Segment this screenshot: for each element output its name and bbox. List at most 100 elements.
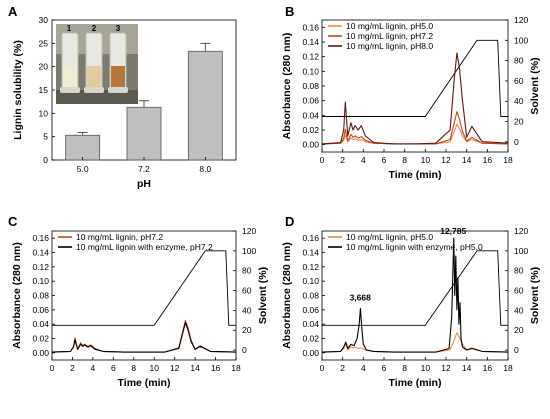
y-right-tick-label-d: 20 <box>514 325 524 335</box>
y-tick-label-a: 10 <box>39 108 49 118</box>
bar-7.2 <box>126 106 162 161</box>
legend-label-b: 10 mg/mL lignin, pH5.0 <box>346 21 433 31</box>
x-tick-label-b: 0 <box>320 155 325 165</box>
y-axis-title-c: Absorbance (280 nm) <box>11 242 23 349</box>
x-tick-label-b: 4 <box>361 155 366 165</box>
panel-a-bar-chart: 0 5 10 15 20 25 30 5.0 7.2 8.0 pH Lignin solubility… <box>12 15 237 190</box>
x-tick-label-b: 18 <box>503 155 513 165</box>
x-tick-label-b: 8 <box>402 155 407 165</box>
y-right-tick-label-b: 60 <box>514 76 524 86</box>
y-tick-label-a: 25 <box>39 38 49 48</box>
y-right-axis-title-b: Solvent (%) <box>529 57 541 114</box>
solvent-gradient-line-b <box>322 39 508 117</box>
y-right-tick-label-c: 0 <box>242 345 247 355</box>
inset-label-2: 2 <box>92 24 97 33</box>
y-right-tick-label-c: 60 <box>242 286 252 296</box>
x-tick-label-d: 4 <box>361 363 366 373</box>
x-tick-label-b: 12 <box>441 155 451 165</box>
y-tick-label-b: 0.08 <box>302 81 319 91</box>
x-tick-label-c: 14 <box>190 363 200 373</box>
x-tick-label-c: 2 <box>70 363 75 373</box>
x-tick-label-d: 16 <box>483 363 493 373</box>
inset-label-3: 3 <box>116 24 121 33</box>
x-tick-label-b: 16 <box>483 155 493 165</box>
y-right-tick-label-d: 80 <box>514 266 524 276</box>
legend-label-c: 10 mg/mL lignin with enzyme, pH7.2 <box>76 242 213 252</box>
y-tick-label-a: 0 <box>43 155 48 165</box>
x-tick-label-b: 10 <box>421 155 431 165</box>
solvent-gradient-line-c <box>52 250 236 326</box>
y-axis-title-b: Absorbance (280 nm) <box>281 33 293 140</box>
x-tick-label-c: 12 <box>170 363 180 373</box>
legend-label-b: 10 mg/mL lignin, pH7.2 <box>346 31 433 41</box>
peak-annotation-d: 3,668 <box>350 293 372 303</box>
series-line-d-1 <box>321 237 509 353</box>
y-tick-label-c: 0.08 <box>32 291 49 301</box>
y-tick-label-b: 0.00 <box>302 140 319 150</box>
vial-3 <box>108 32 128 93</box>
x-tick-label-d: 18 <box>503 363 513 373</box>
y-right-tick-label-c: 20 <box>242 325 252 335</box>
y-tick-label-a: 30 <box>39 15 49 25</box>
x-tick-label-d: 14 <box>462 363 472 373</box>
y-tick-label-d: 0.12 <box>302 262 319 272</box>
solvent-gradient-line-d <box>322 250 508 326</box>
y-right-axis-title-c: Solvent (%) <box>257 267 269 324</box>
x-tick-label-a: 5.0 <box>77 164 89 174</box>
series-line-c-1 <box>51 322 237 353</box>
y-tick-label-d: 0.00 <box>302 348 319 358</box>
series-line-b-2 <box>321 52 509 145</box>
legend-label-d: 10 mg/mL lignin, pH5.0 <box>346 232 433 242</box>
peak-annotation-d: 12,785 <box>440 226 466 236</box>
panel-letter-b: B <box>285 4 294 19</box>
y-right-tick-label-d: 60 <box>514 286 524 296</box>
y-tick-label-b: 0.14 <box>302 37 319 47</box>
y-tick-label-d: 0.16 <box>302 233 319 243</box>
y-tick-label-d: 0.06 <box>302 305 319 315</box>
y-tick-label-d: 0.04 <box>302 319 319 329</box>
y-axis-title-a: Lignin solubility (%) <box>12 40 24 140</box>
y-right-tick-label-d: 120 <box>514 226 528 236</box>
x-tick-label-b: 2 <box>340 155 345 165</box>
y-tick-label-c: 0.02 <box>32 334 49 344</box>
x-axis-title-c: Time (min) <box>118 377 171 389</box>
bar-5.0 <box>65 134 101 161</box>
y-tick-label-c: 0.16 <box>32 233 49 243</box>
panel-c-line-chart: 0 2 4 6 8 10 12 14 16 18 0.00 0.02 0.04 0.06 0.08 0.10 0… <box>11 226 269 389</box>
y-right-tick-label-c: 80 <box>242 266 252 276</box>
y-tick-label-c: 0.12 <box>32 262 49 272</box>
inset-label-1: 1 <box>67 24 72 33</box>
y-right-tick-label-d: 40 <box>514 305 524 315</box>
vial-1 <box>60 32 80 93</box>
series-line-d-0 <box>321 332 509 353</box>
panel-letter-a: A <box>8 4 18 19</box>
y-tick-label-b: 0.06 <box>302 96 319 106</box>
y-right-tick-label-b: 40 <box>514 96 524 106</box>
x-tick-label-d: 6 <box>382 363 387 373</box>
y-tick-label-d: 0.14 <box>302 248 319 258</box>
y-tick-label-b: 0.12 <box>302 52 319 62</box>
legend-label-b: 10 mg/mL lignin, pH8.0 <box>346 41 433 51</box>
inset-photo: 1 2 3 <box>56 24 138 104</box>
y-tick-label-c: 0.10 <box>32 276 49 286</box>
x-tick-label-d: 12 <box>441 363 451 373</box>
y-right-tick-label-c: 100 <box>242 246 256 256</box>
y-tick-label-c: 0.14 <box>32 248 49 258</box>
y-tick-label-a: 20 <box>39 62 49 72</box>
y-right-tick-label-b: 100 <box>514 35 528 45</box>
x-tick-label-c: 6 <box>111 363 116 373</box>
x-tick-label-c: 10 <box>149 363 159 373</box>
x-tick-label-c: 4 <box>91 363 96 373</box>
x-tick-label-b: 6 <box>382 155 387 165</box>
x-tick-label-b: 14 <box>462 155 472 165</box>
y-tick-label-a: 5 <box>43 132 48 142</box>
panel-letter-d: D <box>285 214 294 229</box>
y-tick-label-b: 0.16 <box>302 22 319 32</box>
x-tick-label-a: 8.0 <box>199 164 211 174</box>
y-tick-label-d: 0.08 <box>302 291 319 301</box>
bar-8.0 <box>187 50 223 161</box>
vial-2 <box>84 32 104 93</box>
x-tick-label-c: 18 <box>231 363 241 373</box>
x-tick-label-c: 16 <box>211 363 221 373</box>
